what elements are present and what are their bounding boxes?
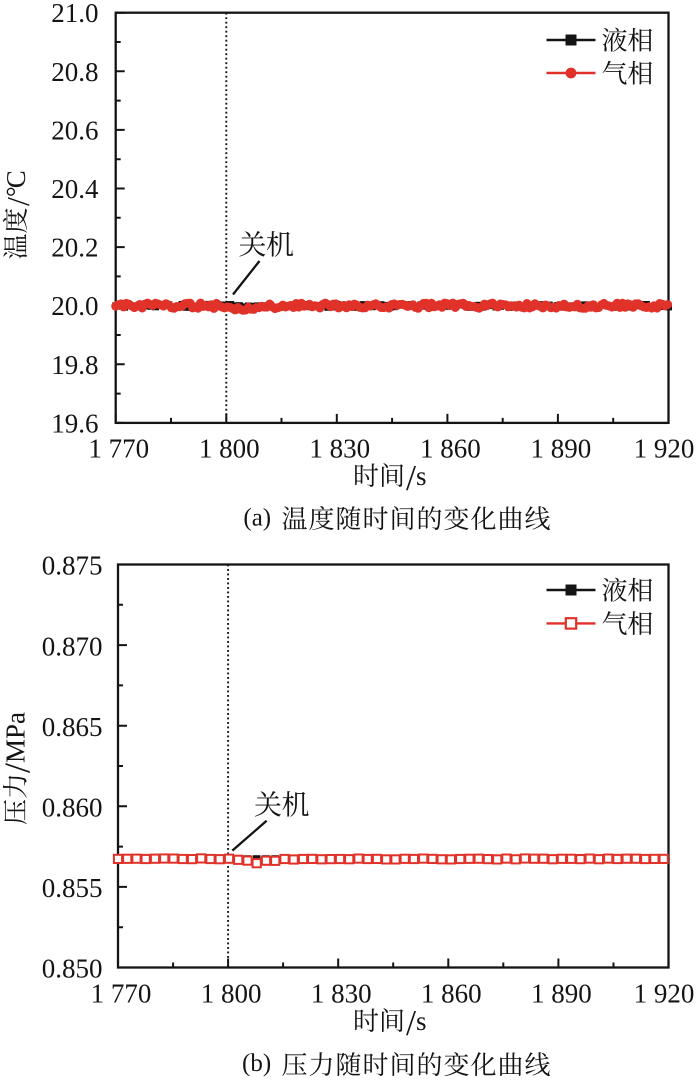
svg-text:1 920: 1 920 xyxy=(634,434,695,464)
svg-text:1 770: 1 770 xyxy=(88,434,149,464)
svg-text:0.870: 0.870 xyxy=(42,631,103,661)
svg-text:1 890: 1 890 xyxy=(531,979,592,1009)
svg-text:0.860: 0.860 xyxy=(42,793,103,823)
svg-text:20.4: 20.4 xyxy=(51,174,99,204)
svg-text:0.855: 0.855 xyxy=(42,873,103,903)
svg-text:0.875: 0.875 xyxy=(42,551,103,581)
svg-text:19.6: 19.6 xyxy=(51,408,98,438)
svg-text:20.0: 20.0 xyxy=(51,291,98,321)
svg-text:1 800: 1 800 xyxy=(199,434,260,464)
svg-text:0.865: 0.865 xyxy=(42,712,103,742)
svg-text:19.8: 19.8 xyxy=(51,350,98,380)
svg-text:21.0: 21.0 xyxy=(51,0,98,28)
svg-text:0.850: 0.850 xyxy=(42,954,103,984)
svg-text:(a): (a) xyxy=(243,505,271,532)
svg-text:/°C: /°C xyxy=(0,171,36,206)
svg-text:1 920: 1 920 xyxy=(634,979,695,1009)
svg-text:/s: /s xyxy=(406,457,427,497)
svg-text:/s: /s xyxy=(406,1002,427,1042)
svg-text:1 800: 1 800 xyxy=(201,979,262,1009)
svg-text:1 830: 1 830 xyxy=(309,434,370,464)
svg-text:1 860: 1 860 xyxy=(421,979,482,1009)
svg-text:20.2: 20.2 xyxy=(51,233,98,263)
svg-text:20.8: 20.8 xyxy=(51,57,98,87)
svg-text:1 890: 1 890 xyxy=(531,434,592,464)
svg-text:1 830: 1 830 xyxy=(311,979,372,1009)
svg-text:(b): (b) xyxy=(242,1050,271,1077)
svg-text:1 860: 1 860 xyxy=(420,434,481,464)
svg-text:20.6: 20.6 xyxy=(51,115,98,145)
svg-text:1 770: 1 770 xyxy=(91,979,152,1009)
svg-text:/MPa: /MPa xyxy=(0,712,37,773)
